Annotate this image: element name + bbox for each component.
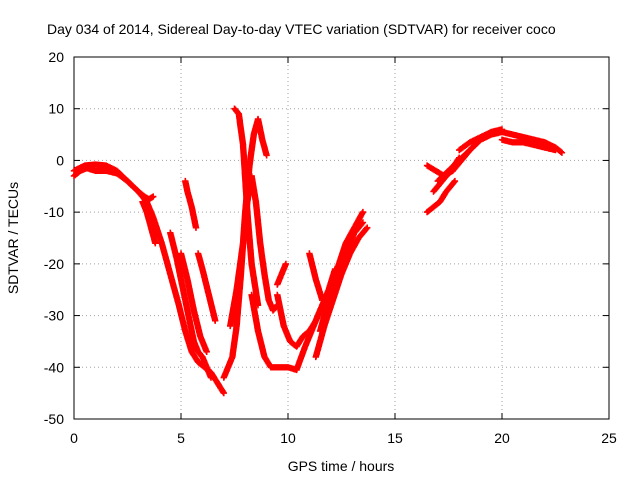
series-arc-4 bbox=[167, 229, 215, 381]
point-markers bbox=[167, 229, 215, 381]
chart-title: Day 034 of 2014, Sidereal Day-to-day VTE… bbox=[47, 21, 556, 37]
point-markers bbox=[139, 198, 159, 247]
y-tick-label: 10 bbox=[48, 101, 64, 117]
y-tick-label: -40 bbox=[44, 359, 64, 375]
point-markers bbox=[456, 126, 506, 154]
series-arc-3 bbox=[139, 198, 159, 247]
series-arc-5 bbox=[182, 177, 200, 231]
series-arc-17 bbox=[334, 219, 367, 273]
y-tick-label: 0 bbox=[56, 152, 64, 168]
point-markers bbox=[177, 250, 210, 355]
y-tick-label: -50 bbox=[44, 411, 64, 427]
plot-frame bbox=[73, 56, 610, 420]
series-arc-14 bbox=[306, 250, 326, 304]
series-arc-7 bbox=[194, 250, 219, 324]
x-tick-label: 5 bbox=[177, 430, 185, 446]
y-tick-label: -30 bbox=[44, 308, 64, 324]
point-markers bbox=[434, 128, 566, 185]
y-tick-label: -20 bbox=[44, 256, 64, 272]
point-markers bbox=[274, 260, 290, 288]
point-markers bbox=[194, 250, 219, 324]
series-arc-23 bbox=[498, 136, 559, 154]
series-arc-22 bbox=[456, 126, 506, 154]
x-tick-label: 15 bbox=[387, 430, 403, 446]
point-markers bbox=[498, 136, 559, 154]
point-markers bbox=[306, 250, 326, 304]
x-tick-label: 10 bbox=[280, 430, 296, 446]
y-tick-label: -10 bbox=[44, 204, 64, 220]
point-markers bbox=[182, 177, 200, 231]
y-axis: -50 -40 -30 -20 -10 0 10 20 bbox=[44, 49, 609, 427]
x-axis-label: GPS time / hours bbox=[288, 458, 395, 474]
x-axis: 0 5 10 15 20 25 bbox=[70, 57, 617, 446]
series-arc-21 bbox=[434, 128, 566, 185]
point-markers bbox=[423, 177, 459, 216]
point-markers bbox=[334, 219, 367, 273]
series-arc-13 bbox=[274, 260, 290, 288]
x-tick-label: 20 bbox=[494, 430, 510, 446]
series-arc-6 bbox=[177, 250, 210, 355]
x-tick-label: 25 bbox=[601, 430, 617, 446]
point-markers bbox=[70, 161, 157, 203]
series-arc-10 bbox=[227, 172, 281, 330]
point-markers bbox=[227, 172, 281, 330]
data-marks bbox=[70, 105, 566, 397]
y-tick-label: 20 bbox=[48, 49, 64, 65]
y-axis-label: SDTVAR / TECUs bbox=[5, 182, 21, 294]
series-arc-18 bbox=[423, 177, 459, 216]
x-tick-label: 0 bbox=[70, 430, 78, 446]
grid-lines bbox=[74, 57, 609, 419]
series-arc-2 bbox=[70, 161, 157, 203]
